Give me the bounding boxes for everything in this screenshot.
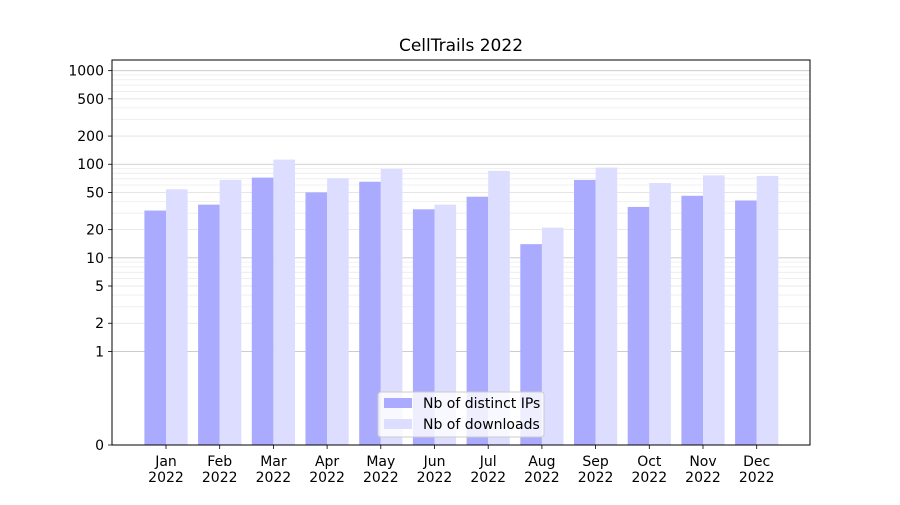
bar-distinct-ips-may	[359, 181, 381, 446]
bar-downloads-mar	[273, 159, 295, 445]
bar-downloads-nov	[703, 175, 725, 445]
x-tick-label-month: Aug	[528, 454, 555, 470]
bar-downloads-apr	[327, 178, 349, 445]
bars	[144, 159, 779, 446]
bar-distinct-ips-feb	[198, 204, 220, 445]
y-tick-label: 10	[86, 251, 104, 267]
x-tick-label-month: Mar	[260, 454, 287, 470]
bar-downloads-feb	[219, 179, 242, 445]
y-tick-label: 0	[95, 438, 104, 454]
x-tick-label-month: Oct	[637, 454, 662, 470]
x-tick-label-month: Jul	[479, 454, 497, 470]
bar-downloads-sep	[595, 167, 618, 445]
y-tick-label: 1000	[68, 64, 104, 80]
y-tick-label: 1	[95, 344, 104, 360]
x-tick-label-month: Apr	[315, 454, 339, 470]
bar-downloads-dec	[756, 175, 779, 445]
bar-distinct-ips-apr	[305, 192, 328, 445]
x-tick-label-month: Nov	[689, 454, 716, 470]
x-tick-label-year: 2022	[739, 470, 775, 486]
y-tick-label: 5	[95, 279, 104, 295]
x-tick-label-year: 2022	[685, 470, 721, 486]
bar-downloads-aug	[541, 227, 564, 445]
x-tick-label-month: Dec	[743, 454, 770, 470]
bar-downloads-oct	[649, 183, 671, 446]
bar-distinct-ips-dec	[735, 200, 757, 445]
y-tick-label: 50	[86, 185, 104, 201]
x-tick-label-month: May	[366, 454, 395, 470]
x-tick-label-year: 2022	[363, 470, 399, 486]
y-tick-label: 200	[77, 129, 104, 145]
bar-distinct-ips-nov	[681, 195, 703, 445]
legend-box	[377, 391, 545, 438]
legend-swatch-downloads	[384, 419, 412, 429]
bar-downloads-jun	[434, 204, 457, 445]
x-tick-label-month: Jun	[423, 454, 446, 470]
y-tick-label: 20	[86, 223, 104, 239]
x-tick-label-year: 2022	[524, 470, 560, 486]
bar-downloads-jul	[488, 170, 510, 446]
y-tick-label: 500	[77, 92, 104, 108]
bar-distinct-ips-jan	[144, 210, 166, 445]
chart-title: CellTrails 2022	[399, 36, 523, 56]
bar-distinct-ips-mar	[251, 177, 274, 446]
x-tick-label-year: 2022	[417, 470, 453, 486]
x-tick-label-year: 2022	[578, 470, 614, 486]
y-tick-label: 2	[95, 316, 104, 332]
x-tick-label-year: 2022	[470, 470, 506, 486]
bar-downloads-may	[380, 168, 403, 445]
bar-downloads-jan	[166, 189, 188, 445]
legend[interactable]: Nb of distinct IPs Nb of downloads	[377, 391, 545, 438]
legend-swatch-distinct-ips	[384, 398, 412, 408]
x-tick-label-month: Jan	[154, 454, 177, 470]
x-tick-label-month: Sep	[582, 454, 609, 470]
x-tick-label-year: 2022	[256, 470, 292, 486]
x-tick-label-month: Feb	[207, 454, 232, 470]
y-axis: 0 1 2 5 10 20 50 100 200 500 1000	[68, 64, 112, 454]
x-tick-label-year: 2022	[148, 470, 184, 486]
bar-distinct-ips-oct	[627, 206, 650, 445]
x-tick-label-year: 2022	[309, 470, 345, 486]
x-tick-label-year: 2022	[202, 470, 238, 486]
bar-distinct-ips-jul	[466, 196, 489, 445]
legend-label-distinct-ips: Nb of distinct IPs	[423, 396, 540, 412]
plot-frame	[111, 59, 811, 446]
bar-distinct-ips-jun	[412, 209, 435, 445]
x-tick-label-year: 2022	[631, 470, 667, 486]
bar-distinct-ips-sep	[574, 179, 596, 445]
y-tick-label: 100	[77, 157, 104, 173]
x-axis: Jan2022Feb2022Mar2022Apr2022May2022Jun20…	[148, 445, 775, 486]
legend-label-downloads: Nb of downloads	[423, 417, 540, 433]
